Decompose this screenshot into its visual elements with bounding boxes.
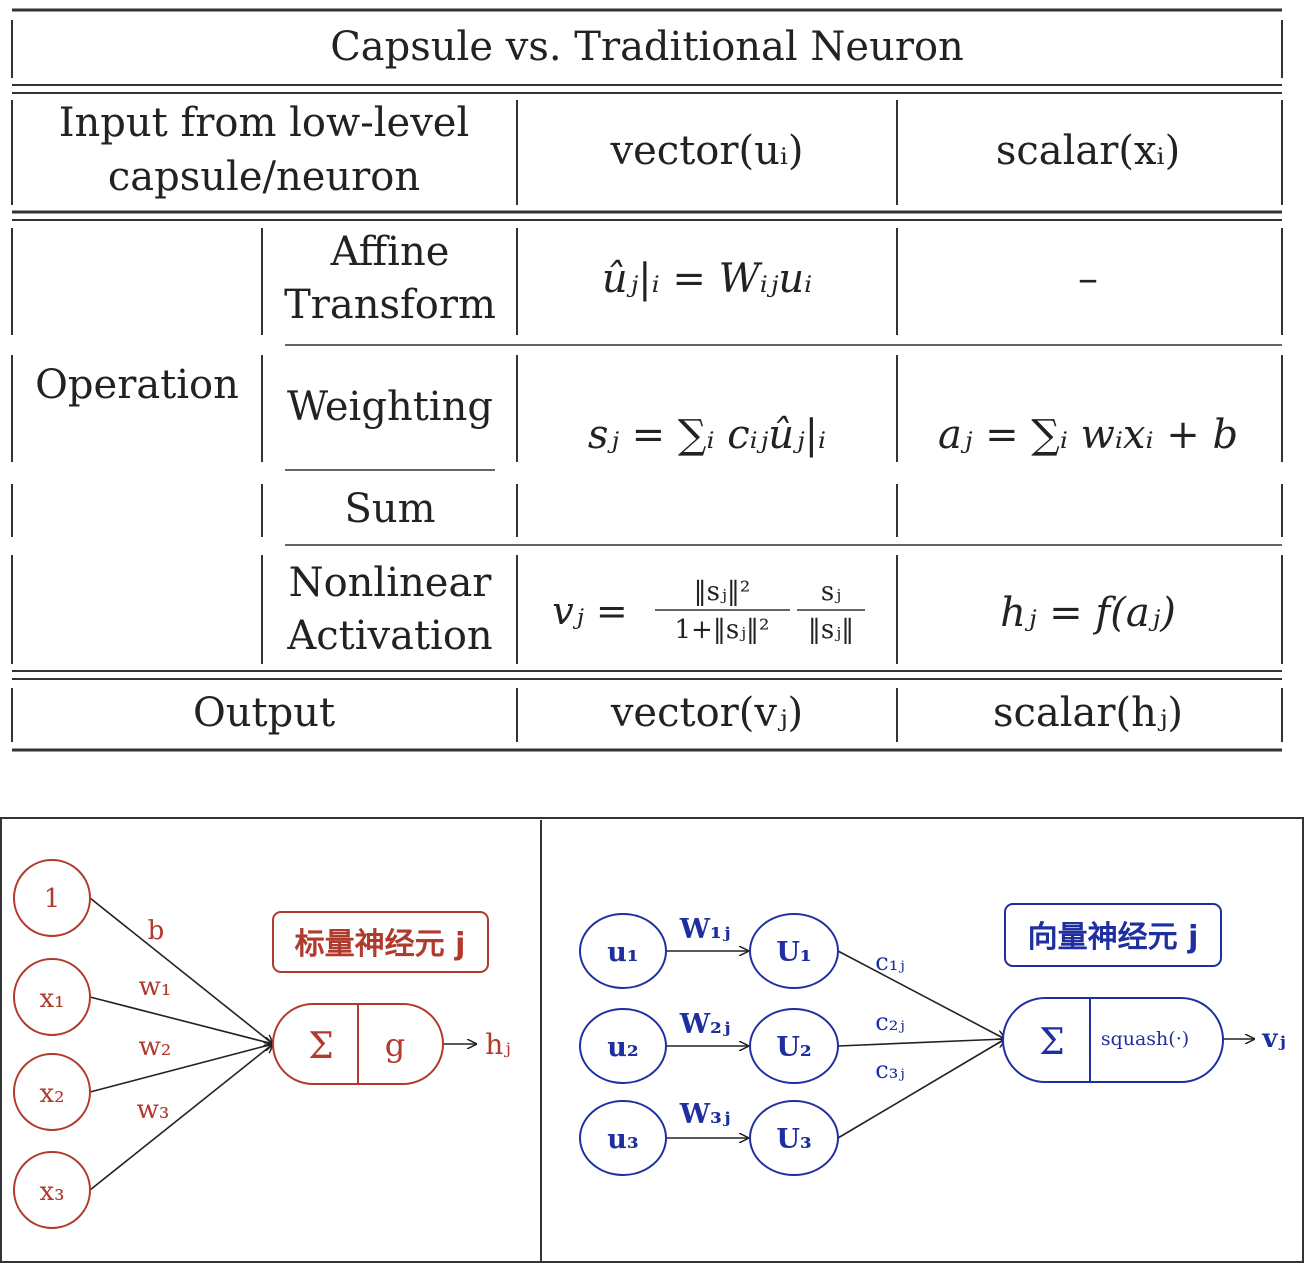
output-capsule: vector(vⱼ) (610, 690, 803, 736)
vector-title: 向量神经元 j (1028, 920, 1199, 955)
output-neuron: scalar(hⱼ) (993, 690, 1183, 736)
edge-1-to-sum (89, 897, 273, 1044)
edge-x2-to-sum (89, 1044, 273, 1093)
affine-neuron: – (1078, 256, 1098, 302)
input-node-u2 (579, 1008, 667, 1084)
scalar-title: 标量神经元 j (295, 927, 466, 962)
weight-w3: w₃ (137, 1095, 170, 1125)
nonlinear-label-line2: Activation (286, 613, 492, 659)
input-label-x3: x₃ (39, 1177, 64, 1207)
input-node-x2 (13, 1053, 91, 1131)
scalar-title-box (272, 911, 489, 973)
transform-W1j: W₁ⱼ (679, 914, 731, 945)
vector-output: vⱼ (1261, 1024, 1285, 1054)
prediction-node-U1 (749, 913, 839, 989)
coupling-c1j: c₁ⱼ (875, 948, 904, 976)
scalar-output: hⱼ (485, 1028, 510, 1061)
prediction-label-U1: U₁ (776, 937, 811, 968)
nonlinear-label-line1: Nonlinear (289, 560, 493, 606)
table-title: Capsule vs. Traditional Neuron (330, 24, 964, 70)
weighting-label: Weighting (287, 384, 493, 430)
input-node-u3 (579, 1100, 667, 1176)
weighted-sum-capsule: sⱼ = ∑ᵢ cᵢⱼûⱼ|ᵢ (588, 412, 826, 458)
weighted-sum-neuron: aⱼ = ∑ᵢ wᵢxᵢ + b (938, 412, 1238, 458)
affine-label-line2: Transform (284, 282, 496, 328)
input-node-bias (13, 859, 91, 937)
input-label-line2: capsule/neuron (108, 154, 420, 200)
affine-label-line1: Affine (330, 229, 450, 275)
nonlinear-frac2-den: ‖sⱼ‖ (808, 615, 854, 645)
input-label-x1: x₁ (39, 984, 64, 1014)
nonlinear-neuron: hⱼ = f(aⱼ) (1000, 590, 1176, 636)
vector-activation: squash(·) (1101, 1028, 1189, 1050)
weight-w1: w₁ (139, 972, 172, 1002)
operation-label: Operation (35, 362, 239, 408)
comparison-table: Capsule vs. Traditional Neuron Input fro… (11, 8, 1283, 752)
input-neuron: scalar(xᵢ) (996, 128, 1180, 174)
coupling-c3j: c₃ⱼ (875, 1056, 904, 1084)
edge-U3-to-sum (837, 1039, 1005, 1139)
input-label-u3: u₃ (607, 1124, 638, 1155)
input-capsule: vector(uᵢ) (610, 128, 804, 174)
nonlinear-frac1-den: 1+‖sⱼ‖² (675, 615, 770, 645)
nonlinear-frac2-num: sⱼ (821, 577, 841, 607)
vector-sum-squash-node (1002, 997, 1224, 1083)
prediction-node-U2 (749, 1008, 839, 1084)
nonlinear-capsule-lhs: vⱼ = (552, 589, 627, 633)
coupling-c2j: c₂ⱼ (875, 1008, 904, 1036)
input-label-x2: x₂ (39, 1079, 64, 1109)
affine-capsule: ûⱼ|ᵢ = Wᵢⱼuᵢ (602, 256, 812, 302)
edge-U1-to-sum (837, 950, 1005, 1039)
input-label-u1: u₁ (607, 937, 638, 968)
input-node-x1 (13, 958, 91, 1036)
vector-title-box (1004, 903, 1222, 967)
weight-w2: w₂ (139, 1032, 172, 1062)
vector-sum-symbol: Σ (1039, 1022, 1064, 1063)
edge-U2-to-sum (837, 1039, 1005, 1047)
prediction-label-U2: U₂ (776, 1032, 811, 1063)
diagram-frame (0, 817, 1304, 1263)
scalar-neuron-diagram: 1 x₁ x₂ x₃ b w₁ w₂ w₃ 标量神经元 j Σ g hⱼ (13, 859, 511, 1229)
prediction-label-U3: U₃ (776, 1124, 811, 1155)
input-label-bias: 1 (44, 884, 61, 914)
neuron-diagrams: 1 x₁ x₂ x₃ b w₁ w₂ w₃ 标量神经元 j Σ g hⱼ (0, 817, 1304, 1263)
input-node-x3 (13, 1151, 91, 1229)
scalar-sum-symbol: Σ (308, 1026, 333, 1067)
input-label-line1: Input from low-level (59, 100, 470, 146)
nonlinear-frac1-num: ‖sⱼ‖² (694, 577, 751, 607)
transform-W2j: W₂ⱼ (679, 1009, 731, 1040)
input-label-u2: u₂ (607, 1032, 638, 1063)
scalar-activation: g (385, 1026, 405, 1064)
transform-W3j: W₃ⱼ (679, 1099, 731, 1130)
prediction-node-U3 (749, 1100, 839, 1176)
output-label: Output (193, 690, 335, 736)
weight-b: b (148, 916, 165, 946)
sum-label: Sum (344, 486, 435, 532)
input-node-u1 (579, 913, 667, 989)
vector-neuron-diagram: u₁ u₂ u₃ U₁ U₂ U₃ W₁ⱼ W₂ⱼ W₃ⱼ c₁ⱼ c₂ⱼ c₃… (579, 903, 1286, 1176)
edge-x1-to-sum (89, 996, 273, 1044)
edge-x3-to-sum (89, 1044, 273, 1191)
